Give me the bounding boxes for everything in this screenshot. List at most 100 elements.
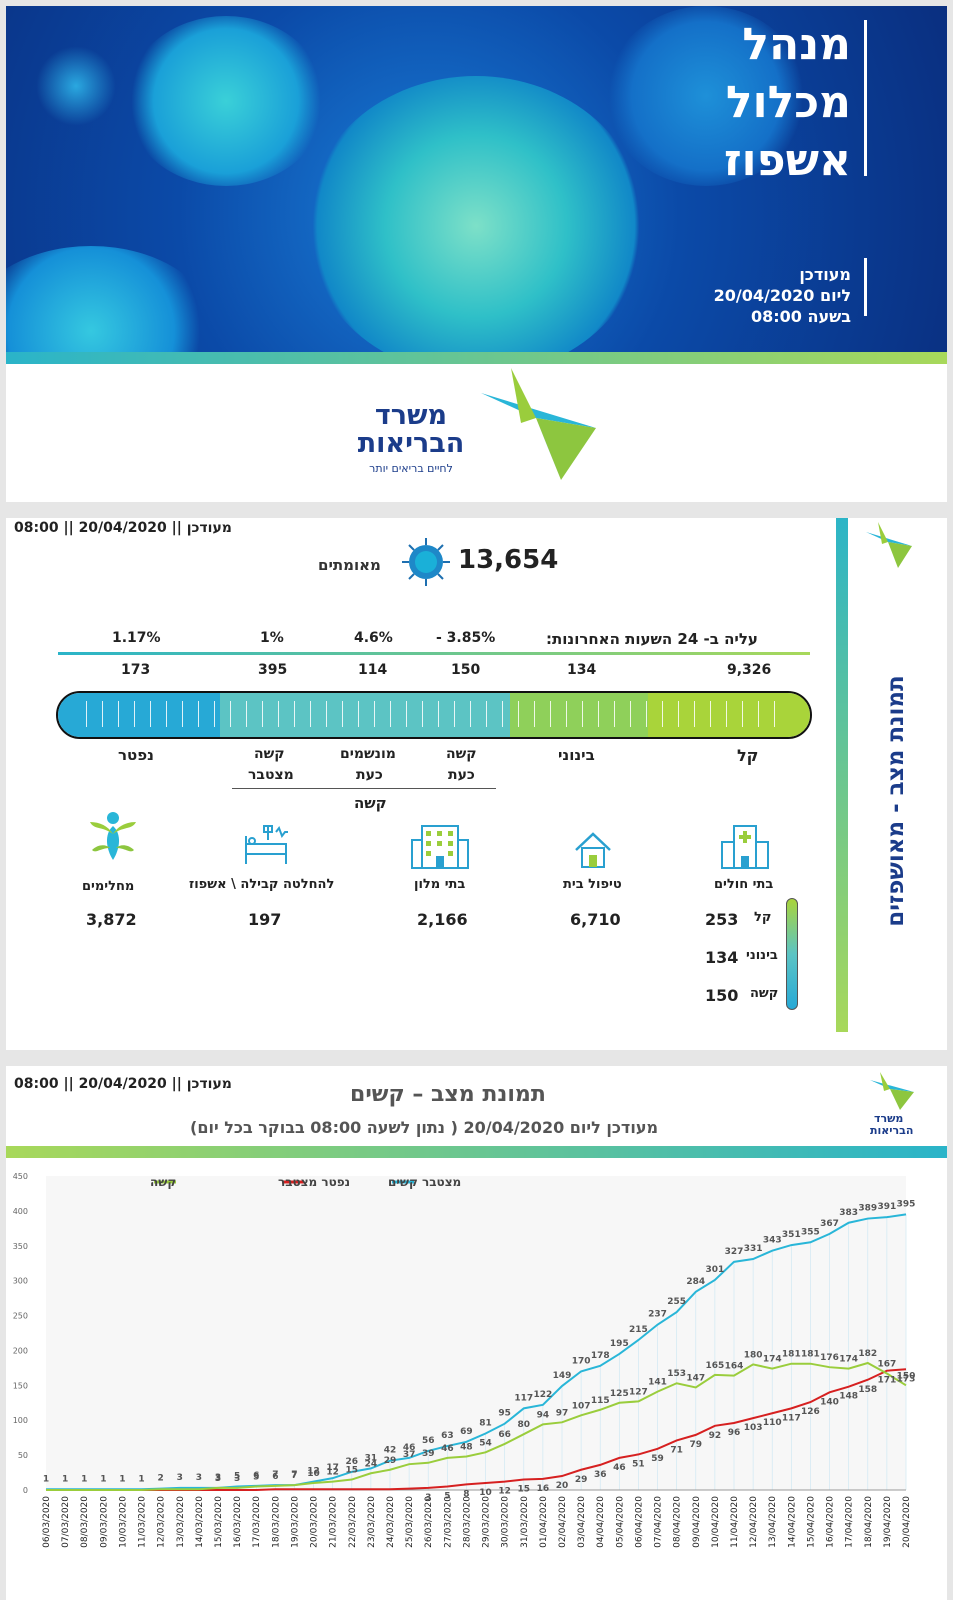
ministry-slogan: לחיים בריאים יותר xyxy=(369,462,453,475)
hospital-severe-value: 150 xyxy=(705,986,739,1005)
x-tick-label: 20/03/2020 xyxy=(310,1496,320,1548)
cum-deceased-label: 29 xyxy=(575,1475,588,1485)
severe-label: 39 xyxy=(422,1449,435,1459)
severe-label: 181 xyxy=(782,1350,801,1360)
x-tick-label: 19/04/2020 xyxy=(883,1496,893,1548)
cum-severe-label: 195 xyxy=(610,1339,629,1349)
confirmed-label: מאומתים xyxy=(318,556,381,574)
x-tick-label: 18/03/2020 xyxy=(271,1496,281,1548)
chart-title: תמונת מצב – קשים xyxy=(350,1082,546,1107)
severe-label: 107 xyxy=(572,1401,591,1411)
severe-now-label: כעת xyxy=(448,767,475,783)
cum-severe-label: 31 xyxy=(365,1453,378,1463)
cum-deceased-label: 117 xyxy=(782,1413,801,1423)
severe-line xyxy=(46,1361,907,1491)
cum-severe-label: 63 xyxy=(441,1431,454,1441)
severe-label: 125 xyxy=(610,1389,629,1399)
virus-icon xyxy=(402,538,450,586)
x-tick-label: 11/03/2020 xyxy=(138,1496,148,1548)
deceased-percent: 1.17% xyxy=(112,630,161,646)
cum-deceased-label: 173 xyxy=(897,1374,916,1384)
x-tick-label: 16/03/2020 xyxy=(233,1496,243,1548)
virus-image xyxy=(306,76,646,352)
severe-now-percent: - 3.85% xyxy=(436,630,496,646)
cum-severe-label: 383 xyxy=(839,1208,858,1218)
ministry-logo-panel: משרד הבריאות לחיים בריאים יותר xyxy=(6,364,947,502)
x-tick-label: 23/03/2020 xyxy=(367,1496,377,1548)
side-title: תמונת מצב - מאושפזים xyxy=(883,675,909,927)
cum-severe-label: 301 xyxy=(705,1265,724,1275)
x-tick-label: 24/03/2020 xyxy=(386,1496,396,1548)
x-tick-label: 16/04/2020 xyxy=(826,1496,836,1548)
cum-deceased-label: 16 xyxy=(537,1484,550,1494)
severe-label: 141 xyxy=(648,1378,667,1388)
severe-label: 80 xyxy=(518,1420,531,1430)
severe-label: 10 xyxy=(307,1469,320,1479)
x-tick-label: 26/03/2020 xyxy=(424,1496,434,1548)
ventilated-label: מונשמים xyxy=(340,746,396,762)
deceased-count: 173 xyxy=(121,662,151,678)
home-icon xyxy=(575,832,611,868)
x-tick-label: 10/03/2020 xyxy=(118,1496,128,1548)
cum-severe-label: 215 xyxy=(629,1325,648,1335)
x-tick-label: 21/03/2020 xyxy=(329,1496,339,1548)
x-tick-label: 06/03/2020 xyxy=(42,1496,52,1548)
severe-label: 54 xyxy=(479,1438,492,1448)
cum-deceased-label: 36 xyxy=(594,1470,607,1480)
cum-severe-label: 367 xyxy=(820,1219,839,1229)
banner-updated-line: בשעה 08:00 xyxy=(750,307,851,326)
x-tick-label: 05/04/2020 xyxy=(615,1496,625,1548)
severe-now-label: קשה xyxy=(446,746,477,762)
cum-severe-label: 327 xyxy=(725,1247,744,1257)
severe-label: 115 xyxy=(591,1396,610,1406)
x-tick-label: 09/04/2020 xyxy=(692,1496,702,1548)
cum-severe-label: 2 xyxy=(158,1474,164,1484)
hospital-icon xyxy=(721,825,769,869)
x-tick-label: 12/03/2020 xyxy=(157,1496,167,1548)
ministry-name-line: משרד xyxy=(374,400,448,431)
category-label: טיפול בית xyxy=(563,877,622,892)
chart-logo-icon xyxy=(870,1072,914,1110)
severe-label: 48 xyxy=(460,1443,473,1453)
severe-label: 181 xyxy=(801,1350,820,1360)
x-tick-label: 12/04/2020 xyxy=(749,1496,759,1548)
cum-deceased-label: 171 xyxy=(877,1376,896,1386)
x-tick-label: 08/03/2020 xyxy=(80,1496,90,1548)
x-tick-label: 27/03/2020 xyxy=(443,1496,453,1548)
x-tick-label: 14/03/2020 xyxy=(195,1496,205,1548)
severe-label: 97 xyxy=(556,1408,569,1418)
increase-label: עליה ב- 24 השעות האחרונות: xyxy=(546,630,758,648)
severe-label: 7 xyxy=(291,1471,297,1481)
cum-severe-label: 7 xyxy=(272,1470,278,1480)
chart-logo-text: משרד xyxy=(874,1112,904,1125)
banner-updated: מעודכן ליום 20/04/2020 בשעה 08:00 xyxy=(714,264,851,327)
category-label: להחלטה קבילה \ אשפוז xyxy=(189,877,335,892)
severity-bar-ticks xyxy=(86,701,786,727)
hospital-mild-label: קל xyxy=(754,910,772,925)
banner-title-line: מכלול xyxy=(725,77,851,128)
y-tick-label: 50 xyxy=(18,1451,28,1460)
mild-count: 9,326 xyxy=(727,662,772,678)
x-tick-label: 22/03/2020 xyxy=(348,1496,358,1548)
hospital-bed-icon xyxy=(245,825,288,864)
cum-deceased-label: 3 xyxy=(425,1493,431,1503)
cum-severe-label: 255 xyxy=(667,1297,686,1307)
severe-now-count: 150 xyxy=(451,662,481,678)
cum-severe-count: 395 xyxy=(258,662,288,678)
cum-deceased-label: 140 xyxy=(820,1397,839,1407)
chart-panel: מעודכן || 20/04/2020 || 08:00 תמונת מצב … xyxy=(6,1066,947,1600)
cum-severe-label: 1 xyxy=(138,1474,144,1484)
virus-image-2 xyxy=(126,16,326,186)
ministry-name: משרד הבריאות xyxy=(351,402,471,458)
banner-title-line: מנהל xyxy=(742,19,851,70)
severe-group-label: קשה xyxy=(354,794,387,812)
x-tick-label: 13/03/2020 xyxy=(176,1496,186,1548)
category-value: 197 xyxy=(248,910,282,929)
severe-label: 12 xyxy=(326,1468,339,1478)
banner-stripe xyxy=(6,352,947,364)
hotel-icon xyxy=(411,825,469,869)
severe-label: 127 xyxy=(629,1387,648,1397)
cum-severe-label: 122 xyxy=(533,1390,552,1400)
cum-deceased-label: 148 xyxy=(839,1392,858,1402)
chart-updated: מעודכן || 20/04/2020 || 08:00 xyxy=(14,1076,232,1092)
